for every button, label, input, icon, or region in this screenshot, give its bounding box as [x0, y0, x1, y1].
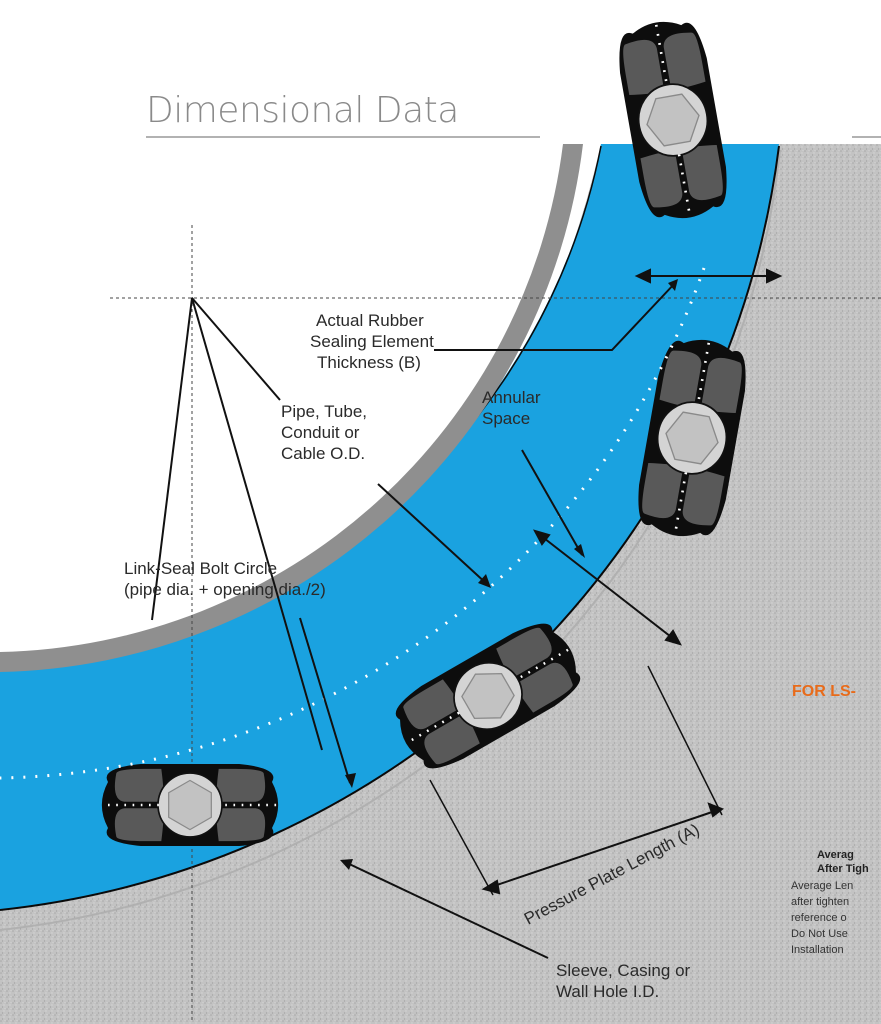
- label-sleeve-id: Sleeve, Casing or Wall Hole I.D.: [556, 961, 691, 1001]
- side-text-line3: reference o: [791, 912, 847, 924]
- pipe-ring: [0, 144, 583, 672]
- side-bold-line2: After Tigh: [817, 863, 869, 875]
- side-text-line1: Average Len: [791, 880, 853, 892]
- label-rubber-line3: Thickness (B): [317, 353, 421, 372]
- label-pipe-od: Pipe, Tube, Conduit or Cable O.D.: [281, 402, 367, 463]
- label-annular-line2: Space: [482, 409, 530, 428]
- annular-space-dimension: [532, 529, 683, 646]
- label-sleeve-line2: Wall Hole I.D.: [556, 982, 659, 1001]
- label-pipe-line1: Pipe, Tube,: [281, 402, 367, 421]
- leaders: [151, 281, 677, 959]
- rubber-thickness-dimension: [634, 268, 783, 284]
- side-text-line5: Installation: [791, 944, 844, 956]
- label-bolt-circle: Link-Seal Bolt Circle (pipe dia. + openi…: [124, 559, 326, 599]
- plate-extension-right: [647, 665, 723, 816]
- label-annular-line1: Annular: [482, 388, 541, 407]
- label-sleeve-line1: Sleeve, Casing or: [556, 961, 691, 980]
- label-rubber-line2: Sealing Element: [310, 332, 434, 351]
- leader-arrowheads: [340, 279, 678, 870]
- label-bolt-line1: Link-Seal Bolt Circle: [124, 559, 277, 578]
- label-pipe-line3: Cable O.D.: [281, 444, 365, 463]
- page-title: Dimensional Data: [146, 90, 459, 131]
- side-bold-line1: Averag: [817, 849, 854, 861]
- plate-extension-left: [429, 779, 494, 896]
- annular-space-band: [0, 144, 779, 910]
- seal-link-lower: [100, 762, 280, 848]
- label-rubber-line1: Actual Rubber: [316, 311, 424, 330]
- label-annular-space: Annular Space: [482, 388, 541, 428]
- side-heading: FOR LS-: [792, 683, 856, 700]
- label-bolt-line2: (pipe dia. + opening dia./2): [124, 580, 326, 599]
- label-pipe-line2: Conduit or: [281, 423, 360, 442]
- label-rubber-thickness: Actual Rubber Sealing Element Thickness …: [310, 311, 434, 372]
- side-text-line4: Do Not Use: [791, 928, 848, 940]
- side-text-line2: after tighten: [791, 896, 849, 908]
